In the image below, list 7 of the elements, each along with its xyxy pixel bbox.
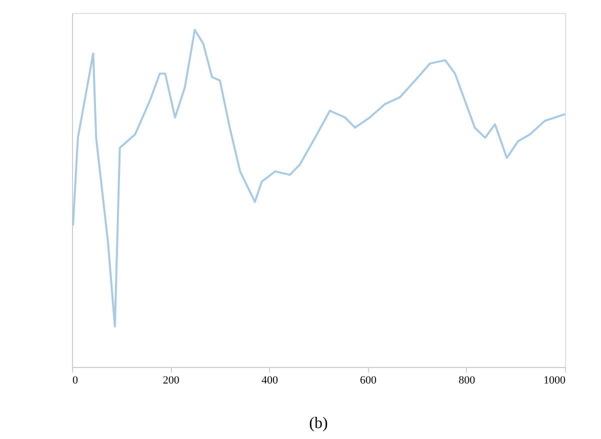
x-tick-label: 800 <box>458 374 476 386</box>
x-tick-label: 200 <box>162 374 180 386</box>
text: (b) <box>309 415 328 432</box>
x-tick-label: 0 <box>72 374 78 386</box>
x-tick-label: 600 <box>360 374 378 386</box>
x-tick-label: 400 <box>261 374 278 386</box>
x-tick-label: 1000 <box>544 374 566 386</box>
